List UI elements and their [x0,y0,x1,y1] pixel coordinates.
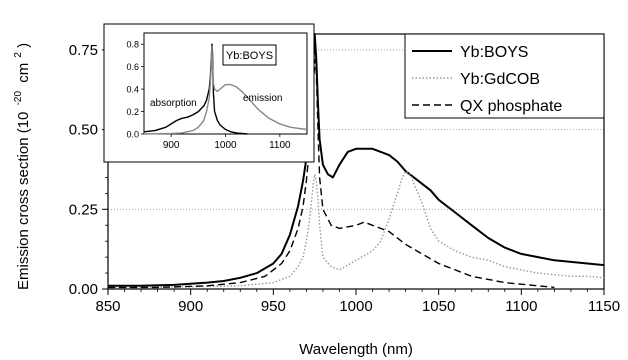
series-line-yb-gdcob [108,170,605,289]
y-axis-label-close: ) [15,43,32,48]
inset-y-tick-label: 0.2 [126,107,139,117]
inset: 0.0 0.2 0.4 0.6 0.8 900 1000 1100 Yb:BOYS absor… [103,23,315,163]
legend-label: Yb:GdCOB [460,71,540,88]
inset-y-tick-label: 0.4 [126,85,139,95]
inset-label-absorption: absorption [150,98,197,109]
y-tick-label: 0.50 [69,122,98,139]
legend-label: Yb:BOYS [460,44,528,61]
inset-y-tick-label: 0.8 [126,40,139,50]
inset-x-tick-label: 1000 [214,140,237,151]
y-axis-label-main: Emission cross section (10 [15,112,32,290]
y-axis-label-unit-exp: 2 [13,52,24,58]
inset-title: Yb:BOYS [226,50,273,62]
inset-label-emission: emission [243,93,282,104]
inset-y-tick-label: 0.6 [126,62,139,72]
x-axis-label: Wavelength (nm) [299,341,413,358]
legend: Yb:BOYS Yb:GdCOB QX phosphate [404,33,605,119]
inset-series [143,43,308,135]
y-axis-label: Emission cross section (10 -20 cm 2 ) [8,43,32,290]
y-tick-label: 0.00 [69,281,98,298]
x-tick-label: 1100 [505,298,537,315]
legend-label: QX phosphate [460,98,562,115]
legend-items: Yb:BOYS Yb:GdCOB QX phosphate [412,44,562,115]
x-tick-label: 950 [261,298,286,315]
x-tick-label: 1150 [588,298,620,315]
x-tick-label: 900 [178,298,203,315]
y-tick-label: 0.75 [69,42,98,59]
inset-x-tick-label: 900 [163,140,180,151]
x-tick-label: 850 [95,298,120,315]
y-axis-label-exp: -20 [13,91,24,106]
inset-series-line-emission [143,45,308,135]
inset-y-tick-label: 0.0 [126,130,139,140]
y-tick-label: 0.25 [69,201,98,218]
series-line-qx-phosphate [108,58,555,289]
main-series [108,33,605,289]
x-tick-label: 1000 [339,298,372,315]
series-line-yb-boys [108,33,605,287]
y-axis-label-unit: cm [15,63,32,83]
legend-box [404,33,605,119]
inset-x-tick-label: 1100 [269,140,291,151]
inset-ticks: 0.0 0.2 0.4 0.6 0.8 900 1000 1100 [126,40,291,151]
x-tick-label: 1050 [422,298,455,315]
inset-title-box [222,44,277,66]
main-ticks: 0.00 0.25 0.50 0.75 850 900 950 1000 1050 1100 115… [69,42,620,315]
